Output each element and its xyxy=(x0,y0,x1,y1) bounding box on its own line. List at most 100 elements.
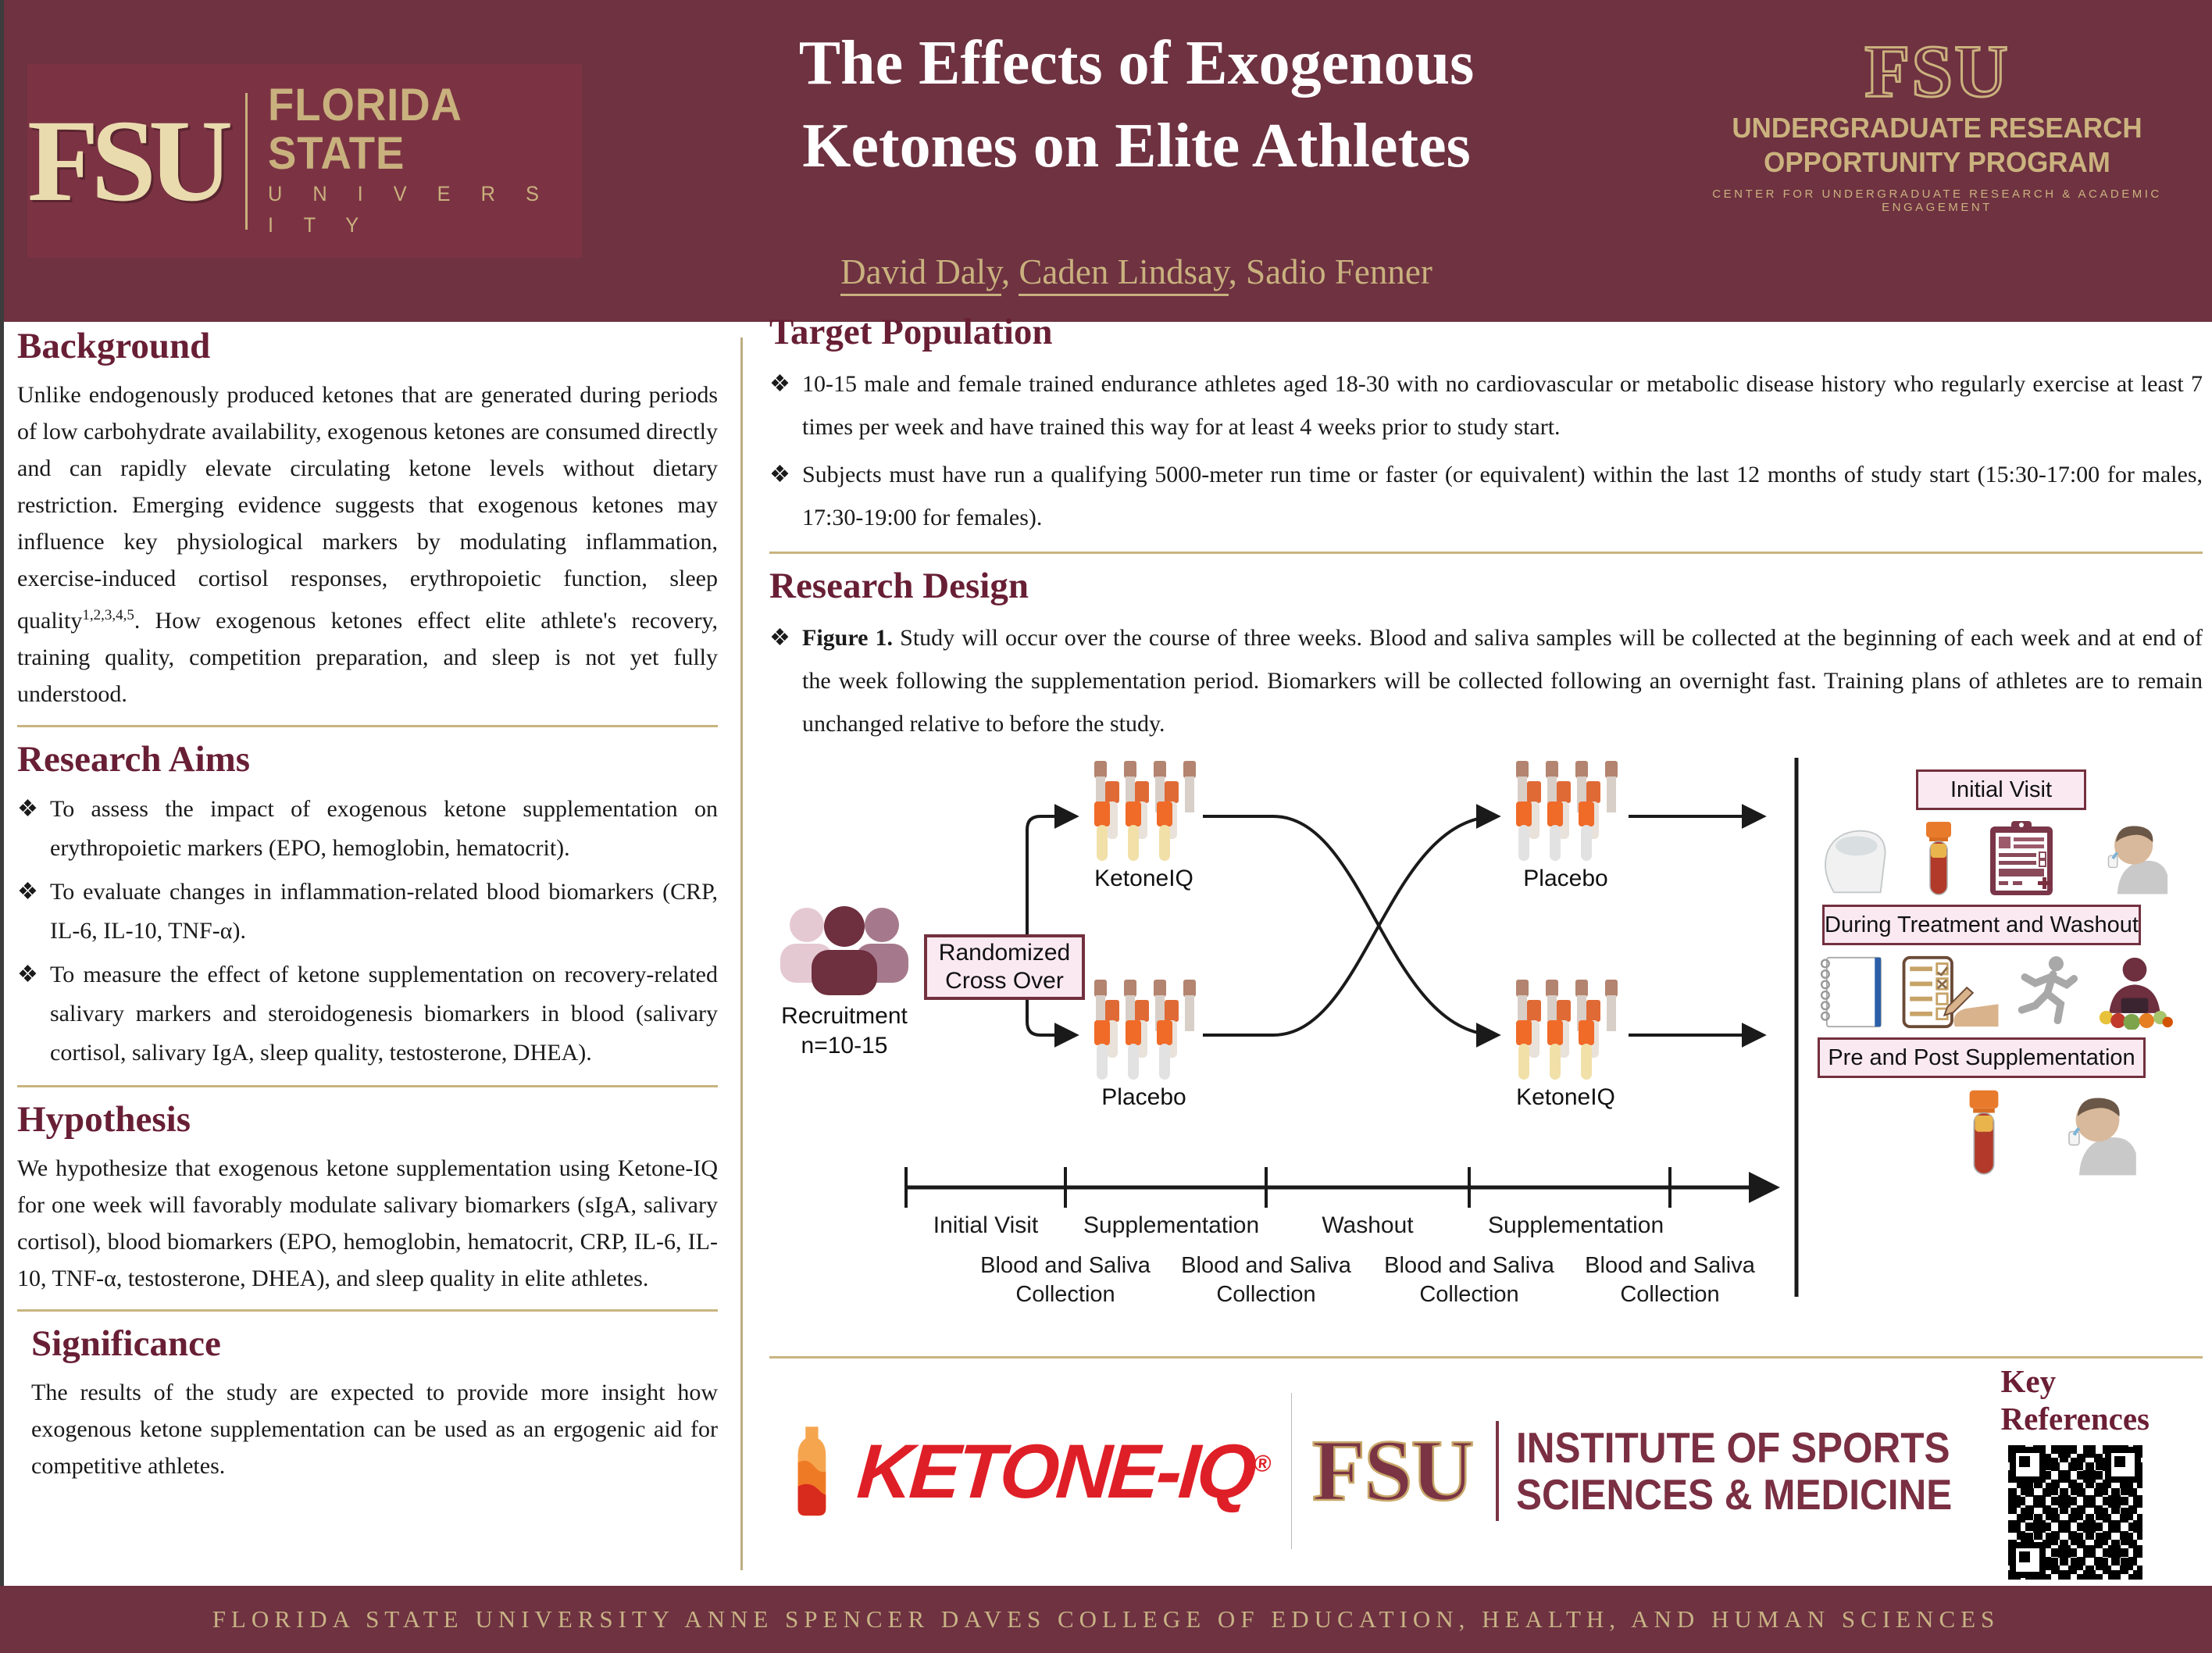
collection-label: Blood and Saliva Collection xyxy=(976,1251,1155,1309)
urop-fsu-abbr: FSU xyxy=(1864,30,2010,112)
arm-label: KetoneIQ xyxy=(1516,1084,1615,1110)
qr-code xyxy=(2003,1441,2147,1584)
initial-visit-box: Initial Visit xyxy=(1916,769,2086,810)
section-background: Background Unlike endogenously produced … xyxy=(17,323,718,712)
collection-label: Blood and Saliva Collection xyxy=(1176,1251,1356,1309)
left-column: Background Unlike endogenously produced … xyxy=(17,323,718,1484)
section-research-aims: Research Aims ❖ To assess the impact of … xyxy=(17,737,718,1073)
authors-line: David Daly, Caden Lindsay, Sadio Fenner xyxy=(598,252,1675,296)
blood-tube-icon xyxy=(1926,822,1952,895)
background-citations: 1,2,3,4,5 xyxy=(82,607,134,623)
timeline-segment: Supplementation xyxy=(1083,1212,1260,1238)
column-divider xyxy=(740,337,743,1570)
poster-header: FSU FLORIDA STATE U N I V E R S I T Y Th… xyxy=(4,0,2212,322)
saliva-collection-icon xyxy=(2107,826,2168,894)
issm-bar xyxy=(1496,1421,1500,1521)
aim-item: ❖ To measure the effect of ketone supple… xyxy=(17,955,718,1073)
timeline-segment: Supplementation xyxy=(1488,1212,1664,1238)
aim-text: To assess the impact of exogenous ketone… xyxy=(50,796,718,861)
timeline-segment: Initial Visit xyxy=(933,1212,1039,1238)
ketoneiq-tubes-icon xyxy=(1083,761,1204,866)
author-separator: , xyxy=(1228,252,1247,291)
registered-mark: ® xyxy=(1253,1450,1272,1476)
population-item: ❖ 10-15 male and female trained enduranc… xyxy=(769,362,2203,448)
divider xyxy=(17,725,718,727)
arm-label: Placebo xyxy=(1101,1084,1186,1110)
significance-heading: Significance xyxy=(31,1323,221,1364)
significance-body: The results of the study are expected to… xyxy=(31,1380,718,1479)
treatment-washout-icons xyxy=(1816,951,2175,1030)
collection-line2: Collection xyxy=(1419,1282,1519,1307)
collection-line2: Collection xyxy=(1015,1282,1115,1307)
author-name: David Daly xyxy=(840,252,1001,296)
pre-post-supplementation-box: Pre and Post Supplementation xyxy=(1818,1037,2146,1078)
randomized-crossover-box: Randomized Cross Over xyxy=(924,934,1085,1000)
figure-label: Figure 1. xyxy=(802,625,894,651)
hypothesis-body: We hypothesize that exogenous ketone sup… xyxy=(17,1155,718,1291)
recruitment-line1: Recruitment xyxy=(781,1003,908,1029)
qr-finder xyxy=(2009,1542,2046,1578)
saliva-collection-icon xyxy=(2068,1098,2136,1176)
figure-arrows xyxy=(904,758,1799,1297)
research-aims-heading: Research Aims xyxy=(17,739,251,780)
ketoneiq-tubes-icon xyxy=(1505,980,1626,1085)
runner-icon xyxy=(2018,956,2078,1025)
fsu-logo-line1: FLORIDA STATE xyxy=(267,80,461,179)
collection-line1: Blood and Saliva xyxy=(1181,1253,1351,1278)
arm-label: Placebo xyxy=(1523,866,1608,891)
divider xyxy=(769,552,2203,554)
collection-line1: Blood and Saliva xyxy=(980,1253,1151,1278)
background-heading: Background xyxy=(17,326,211,366)
collection-line1: Blood and Saliva xyxy=(1384,1253,1554,1278)
collection-line1: Blood and Saliva xyxy=(1585,1253,1755,1278)
aim-item: ❖ To assess the impact of exogenous keto… xyxy=(17,790,718,868)
background-text: Unlike endogenously produced ketones tha… xyxy=(17,382,718,634)
timeline-segment: Washout xyxy=(1322,1212,1414,1238)
research-design-heading: Research Design xyxy=(769,566,1029,606)
placebo-tubes-icon xyxy=(1505,761,1626,866)
initial-visit-icons xyxy=(1818,817,2169,898)
issm-line1: INSTITUTE OF SPORTS xyxy=(1516,1423,1950,1472)
design-item: ❖ Figure 1. Study will occur over the co… xyxy=(769,616,2203,745)
collection-line2: Collection xyxy=(1620,1282,1720,1307)
divider xyxy=(769,1356,2203,1358)
crossover-line1: Randomized xyxy=(938,940,1071,966)
population-text: Subjects must have run a qualifying 5000… xyxy=(802,462,2203,530)
placebo-tubes-icon xyxy=(1083,980,1204,1085)
recruitment-label: Recruitment n=10-15 xyxy=(769,1001,919,1061)
ketoneiq-wordmark: KETONE-IQ® xyxy=(854,1427,1274,1516)
collection-label: Blood and Saliva Collection xyxy=(1379,1251,1559,1309)
qr-finder xyxy=(2104,1447,2141,1483)
author-name: Sadio Fenner xyxy=(1246,252,1432,291)
qr-finder xyxy=(2009,1447,2046,1483)
section-target-population: Target Population ❖ 10-15 male and femal… xyxy=(769,309,2203,539)
collection-line2: Collection xyxy=(1216,1282,1316,1307)
section-significance: Significance The results of the study ar… xyxy=(17,1321,718,1484)
population-item: ❖ Subjects must have run a qualifying 50… xyxy=(769,453,2203,539)
collection-label: Blood and Saliva Collection xyxy=(1580,1251,1760,1309)
fsu-issm-logo: FSU xyxy=(1311,1421,1475,1520)
logo-separator xyxy=(1290,1393,1292,1549)
fsu-logo: FSU FLORIDA STATE U N I V E R S I T Y xyxy=(27,64,582,258)
divider xyxy=(17,1309,718,1312)
author-separator: , xyxy=(1001,252,1019,291)
poster-title: The Effects of Exogenous Ketones on Elit… xyxy=(598,22,1675,187)
divider xyxy=(17,1085,718,1087)
target-population-heading: Target Population xyxy=(769,312,1053,352)
aim-item: ❖ To evaluate changes in inflammation-re… xyxy=(17,873,718,951)
intake-form-icon xyxy=(1989,821,2053,895)
treatment-washout-box: During Treatment and Washout xyxy=(1822,905,2141,945)
checklist-icon xyxy=(1902,955,1999,1029)
bullet-icon: ❖ xyxy=(17,879,38,905)
recruitment-people-icon xyxy=(774,900,915,1001)
bullet-icon: ❖ xyxy=(769,371,790,397)
bullet-icon: ❖ xyxy=(769,462,790,487)
urop-logo: FSU UNDERGRADUATE RESEARCH OPPORTUNITY P… xyxy=(1683,30,2191,214)
pre-post-icons xyxy=(1966,1084,2138,1180)
aim-text: To measure the effect of ketone suppleme… xyxy=(50,962,718,1066)
bullet-icon: ❖ xyxy=(17,962,38,987)
recruitment-line2: n=10-15 xyxy=(801,1033,888,1059)
poster-footer: FLORIDA STATE UNIVERSITY ANNE SPENCER DA… xyxy=(0,1586,2212,1653)
key-references: Key References xyxy=(2001,1362,2150,1584)
